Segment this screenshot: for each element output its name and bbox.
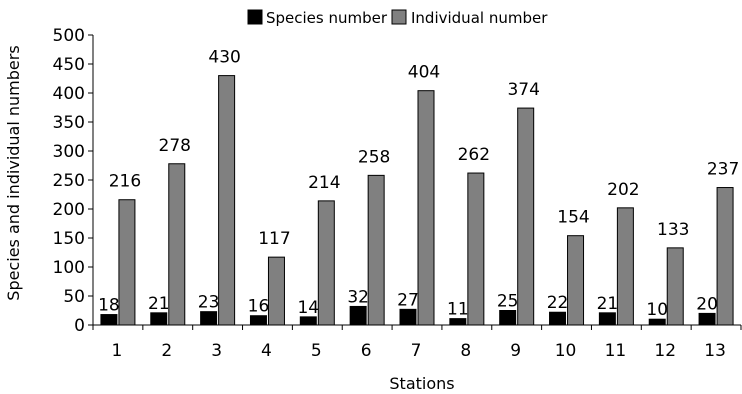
data-label-species: 21 <box>597 294 619 314</box>
data-label-individual: 154 <box>557 208 589 228</box>
data-label-individual: 374 <box>507 80 539 100</box>
y-axis-title: Species and individual numbers <box>4 45 23 300</box>
bar-individual-number <box>417 90 435 326</box>
bar-individual-number <box>616 207 634 326</box>
data-label-species: 22 <box>547 293 569 313</box>
data-label-species: 18 <box>98 296 120 316</box>
bar-species-number <box>249 315 267 326</box>
x-tick-label: 1 <box>112 341 123 361</box>
x-axis-title: Stations <box>389 374 454 393</box>
data-label-species: 20 <box>696 294 718 314</box>
legend-label-species: Species number <box>266 9 388 27</box>
data-label-individual: 404 <box>408 63 440 83</box>
data-label-species: 11 <box>447 300 469 320</box>
bar-individual-number <box>666 247 684 326</box>
bar-individual-number <box>716 187 734 326</box>
y-tick-label: 50 <box>63 287 85 307</box>
bar-individual-number <box>517 107 535 326</box>
data-label-species: 32 <box>347 287 369 307</box>
data-label-individual: 430 <box>208 48 240 68</box>
legend-swatch-individual <box>391 9 407 25</box>
bar-species-number <box>349 305 367 326</box>
data-label-individual: 117 <box>258 229 290 249</box>
bars <box>100 75 734 326</box>
x-tick-label: 6 <box>361 341 372 361</box>
data-label-individual: 258 <box>358 147 390 167</box>
data-label-species: 10 <box>646 300 668 320</box>
data-label-individual: 278 <box>159 136 191 156</box>
legend-swatch-species <box>247 9 263 25</box>
bar-species-number <box>200 311 218 326</box>
y-tick-label: 300 <box>53 142 85 162</box>
data-label-species: 23 <box>198 293 220 313</box>
bar-individual-number <box>218 75 236 326</box>
bar-individual-number <box>367 174 385 326</box>
bar-species-number <box>299 316 317 326</box>
legend: Species number Individual number <box>247 9 548 27</box>
y-tick-label: 500 <box>53 26 85 46</box>
y-axis: 0 50 100 150 200 250 300 350 400 450 500 <box>53 26 94 336</box>
data-label-individual: 202 <box>607 180 639 200</box>
y-tick-label: 450 <box>53 55 85 75</box>
data-label-individual: 214 <box>308 173 340 193</box>
bar-species-number <box>499 310 517 326</box>
bar-species-number <box>549 311 567 326</box>
bar-species-number <box>150 312 168 326</box>
y-tick-label: 150 <box>53 229 85 249</box>
data-label-species: 16 <box>248 297 270 317</box>
data-label-species: 27 <box>397 290 419 310</box>
x-tick-label: 3 <box>211 341 222 361</box>
x-axis: 1 2 3 4 5 6 7 8 9 10 11 12 13 <box>92 324 742 361</box>
data-label-species: 14 <box>297 298 319 318</box>
y-tick-label: 400 <box>53 84 85 104</box>
y-tick-label: 250 <box>53 171 85 191</box>
bar-individual-number <box>118 199 136 326</box>
data-label-individual: 237 <box>707 160 739 180</box>
bar-individual-number <box>267 256 285 326</box>
bar-species-number <box>698 312 716 326</box>
x-tick-label: 8 <box>460 341 471 361</box>
bar-species-number <box>648 318 666 326</box>
y-tick-label: 100 <box>53 258 85 278</box>
bar-species-number <box>449 318 467 326</box>
x-tick-label: 5 <box>311 341 322 361</box>
y-tick-label: 0 <box>74 316 85 336</box>
x-tick-label: 2 <box>161 341 172 361</box>
y-tick-label: 200 <box>53 200 85 220</box>
legend-label-individual: Individual number <box>411 9 548 27</box>
data-label-individual: 216 <box>109 172 141 192</box>
bar-individual-number <box>467 172 485 326</box>
x-tick-label: 13 <box>704 341 726 361</box>
x-tick-label: 10 <box>555 341 577 361</box>
data-label-individual: 133 <box>657 220 689 240</box>
x-tick-label: 7 <box>411 341 422 361</box>
bar-species-number <box>100 314 118 326</box>
bar-species-number <box>598 312 616 326</box>
data-label-species: 21 <box>148 294 170 314</box>
x-tick-label: 11 <box>605 341 627 361</box>
bar-species-number <box>399 308 417 326</box>
x-tick-label: 9 <box>510 341 521 361</box>
x-tick-label: 4 <box>261 341 272 361</box>
x-tick-label: 12 <box>654 341 676 361</box>
bar-individual-number <box>168 163 186 326</box>
bar-individual-number <box>567 235 585 326</box>
data-label-individual: 262 <box>458 145 490 165</box>
y-tick-label: 350 <box>53 113 85 133</box>
bar-individual-number <box>317 200 335 326</box>
data-label-species: 25 <box>497 292 519 312</box>
data-labels: 18 216 21 278 23 430 16 117 14 214 32 258 27 404 11 262… <box>98 48 739 321</box>
